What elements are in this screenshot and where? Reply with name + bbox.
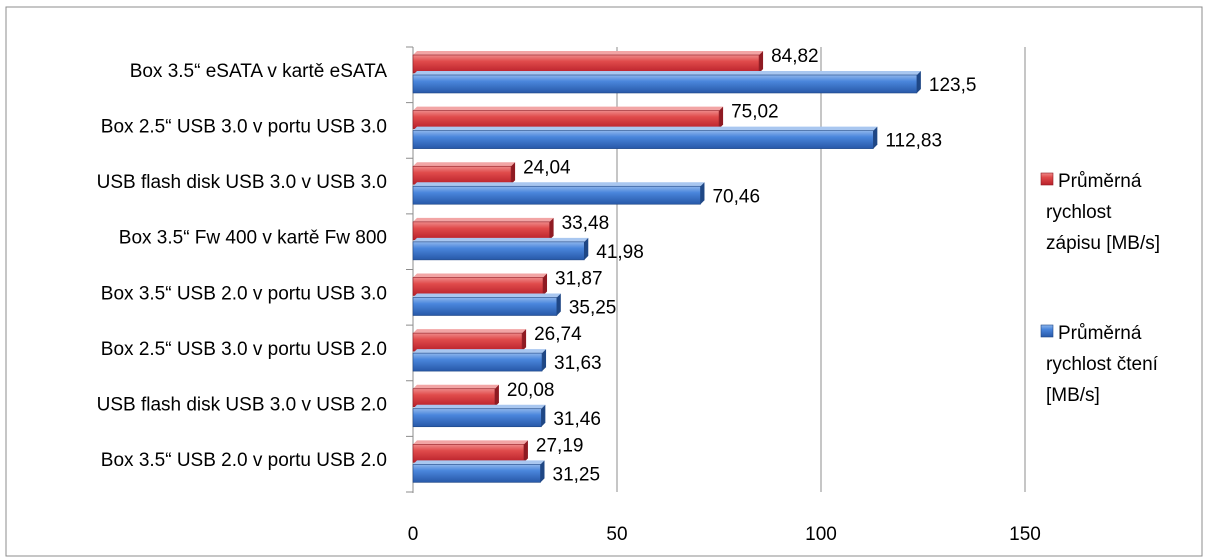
data-label: 33,48 xyxy=(562,213,610,234)
x-tick-label: 150 xyxy=(1009,524,1041,545)
legend-label: rychlost xyxy=(1046,202,1112,223)
bar-write xyxy=(412,273,548,296)
data-label: 84,82 xyxy=(771,46,819,67)
data-label: 31,25 xyxy=(553,464,601,485)
bars xyxy=(412,51,921,483)
data-label: 123,5 xyxy=(929,75,977,96)
bar-write xyxy=(412,51,764,74)
category-label: Box 3.5“ eSATA v kartě eSATA xyxy=(130,61,388,82)
legend-label: zápisu [MB/s] xyxy=(1046,233,1160,254)
labels: 0 50 100 150 Box 3.5“ eSATA v kartě eSATA Box… xyxy=(97,46,1041,545)
x-tick-label: 0 xyxy=(408,524,419,545)
legend-label: Průměrná xyxy=(1058,323,1142,344)
data-label: 31,46 xyxy=(553,409,601,430)
bar-write xyxy=(412,162,516,185)
data-label: 26,74 xyxy=(534,324,582,345)
legend-item: Průměrná rychlost čtení [MB/s] xyxy=(1040,323,1159,406)
chart-frame xyxy=(5,6,1203,557)
data-label: 20,08 xyxy=(507,380,555,401)
category-label: Box 3.5“ USB 2.0 v portu USB 2.0 xyxy=(101,450,387,471)
category-label: USB flash disk USB 3.0 v USB 2.0 xyxy=(97,395,387,416)
legend-item: Průměrná rychlost zápisu [MB/s] xyxy=(1040,171,1160,254)
bar-read xyxy=(412,293,561,316)
data-label: 24,04 xyxy=(523,157,571,178)
data-label: 31,87 xyxy=(555,269,603,290)
data-label: 41,98 xyxy=(596,242,644,263)
bar-read xyxy=(412,126,878,149)
bar-read xyxy=(412,460,545,483)
legend-label: [MB/s] xyxy=(1046,385,1100,406)
category-label: Box 2.5“ USB 3.0 v portu USB 3.0 xyxy=(101,116,387,137)
bar-write xyxy=(412,329,527,352)
bar-read xyxy=(412,71,921,94)
legend: Průměrná rychlost zápisu [MB/s] Průměrná ryc… xyxy=(1040,171,1160,406)
x-tick-label: 100 xyxy=(805,524,837,545)
legend-swatch xyxy=(1040,324,1054,338)
data-label: 75,02 xyxy=(731,102,779,123)
data-label: 70,46 xyxy=(712,186,760,207)
category-label: USB flash disk USB 3.0 v USB 3.0 xyxy=(97,172,387,193)
category-label: Box 3.5“ Fw 400 v kartě Fw 800 xyxy=(119,228,387,249)
bar-read xyxy=(412,182,705,205)
data-label: 35,25 xyxy=(569,298,617,319)
bar-read xyxy=(412,404,546,428)
x-tick-label: 50 xyxy=(606,524,627,545)
data-label: 31,63 xyxy=(554,353,602,374)
data-label: 112,83 xyxy=(885,131,942,152)
bar-read xyxy=(412,349,547,372)
data-label: 27,19 xyxy=(536,435,584,456)
legend-label: rychlost čtení xyxy=(1046,354,1159,375)
legend-label: Průměrná xyxy=(1058,171,1142,192)
legend-swatch xyxy=(1040,172,1054,186)
category-label: Box 3.5“ USB 2.0 v portu USB 3.0 xyxy=(101,283,387,304)
bar-write xyxy=(412,217,554,241)
category-label: Box 2.5“ USB 3.0 v portu USB 2.0 xyxy=(101,339,387,360)
bar-write xyxy=(412,106,724,129)
bar-write xyxy=(412,384,499,408)
bar-read xyxy=(412,237,589,261)
bar-write xyxy=(412,440,528,463)
